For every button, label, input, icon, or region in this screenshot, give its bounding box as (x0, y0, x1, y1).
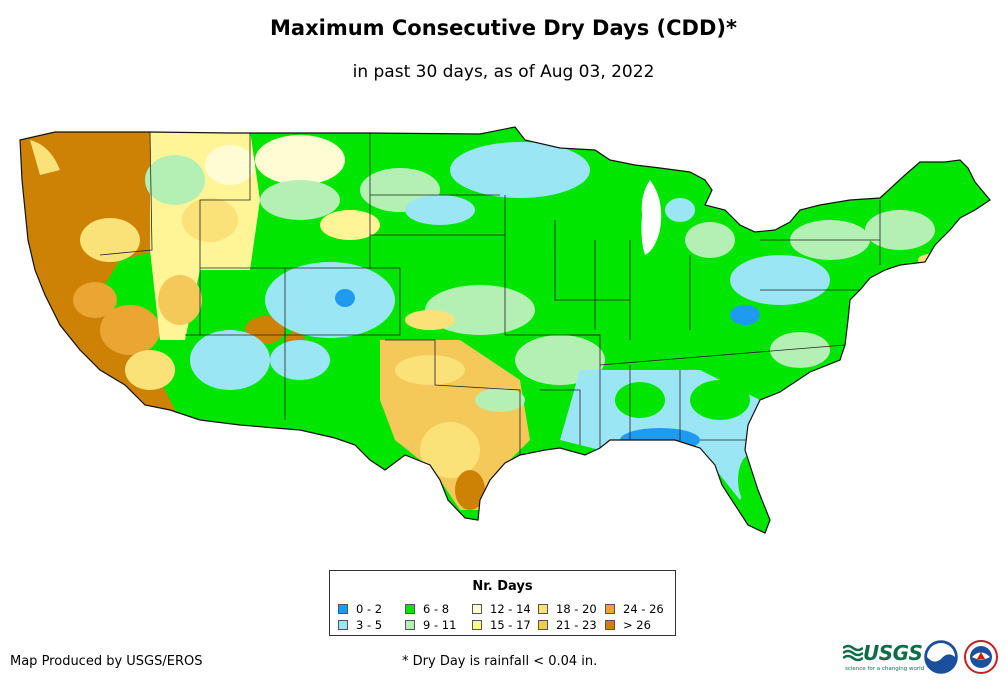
map-subtitle: in past 30 days, as of Aug 03, 2022 (352, 62, 655, 82)
legend-item: 3 - 5 (338, 618, 382, 632)
legend-swatch (472, 604, 482, 614)
legend-label: 18 - 20 (556, 602, 597, 616)
usgs-wordmark: USGS (863, 641, 923, 665)
legend-item: 24 - 26 (605, 602, 664, 616)
legend-label: 0 - 2 (356, 602, 383, 616)
legend-label: 24 - 26 (623, 602, 664, 616)
legend-item: 18 - 20 (538, 602, 597, 616)
legend-swatch (605, 620, 615, 630)
legend-label: 3 - 5 (356, 618, 383, 632)
legend-label: 6 - 8 (423, 602, 450, 616)
legend-item: > 26 (605, 618, 651, 632)
legend-swatch (538, 620, 548, 630)
legend-item: 15 - 17 (472, 618, 531, 632)
legend-label: 15 - 17 (490, 618, 531, 632)
legend-swatch (405, 620, 415, 630)
legend: Nr. Days 0 - 2 3 - 5 6 - 8 9 - 11 12 - 1… (329, 570, 676, 636)
legend-item: 9 - 11 (405, 618, 456, 632)
legend-swatch (605, 604, 615, 614)
usgs-tagline: science for a changing world (845, 666, 925, 672)
legend-swatch (472, 620, 482, 630)
producer-credit: Map Produced by USGS/EROS (10, 654, 203, 669)
map-title: Maximum Consecutive Dry Days (CDD)* (270, 16, 737, 40)
legend-item: 6 - 8 (405, 602, 449, 616)
legend-label: 9 - 11 (423, 618, 457, 632)
legend-label: > 26 (623, 618, 651, 632)
us-cdd-map (19, 126, 991, 534)
legend-label: 12 - 14 (490, 602, 531, 616)
legend-swatch (405, 604, 415, 614)
noaa-logo-icon (924, 640, 958, 674)
dry-day-note: * Dry Day is rainfall < 0.04 in. (402, 654, 598, 669)
usgs-logo: USGS science for a changing world (843, 641, 924, 672)
legend-swatch (338, 620, 348, 630)
nws-logo-icon (964, 640, 998, 674)
usgs-wave-icon (843, 644, 863, 662)
legend-title: Nr. Days (472, 579, 533, 594)
legend-item: 0 - 2 (338, 602, 382, 616)
legend-swatch (538, 604, 548, 614)
legend-item: 21 - 23 (538, 618, 597, 632)
legend-item: 12 - 14 (472, 602, 531, 616)
legend-label: 21 - 23 (556, 618, 597, 632)
legend-swatch (338, 604, 348, 614)
